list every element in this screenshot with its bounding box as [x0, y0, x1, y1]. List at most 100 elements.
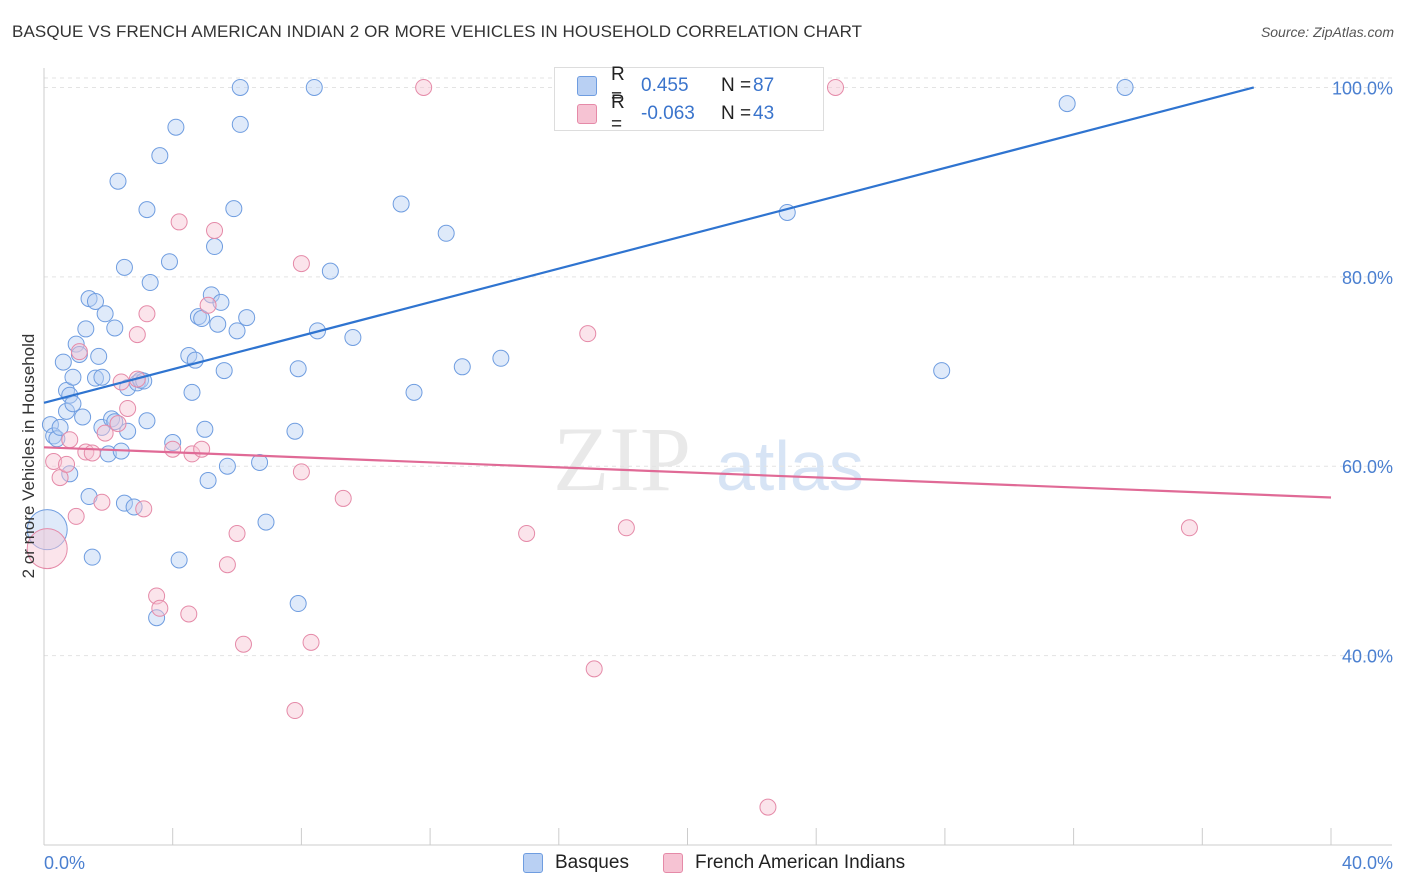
legend-n-label: N = [721, 75, 752, 96]
data-point [148, 609, 166, 627]
data-point [234, 635, 252, 653]
data-point [54, 353, 72, 371]
source-label: Source: ZipAtlas.com [1260, 24, 1394, 40]
legend-n-value: 87 [753, 75, 775, 96]
y-tick-label: 40.0% [1342, 647, 1393, 667]
data-point [67, 507, 85, 525]
data-point [492, 349, 510, 367]
data-point [128, 326, 146, 344]
watermark-zip: ZIP [553, 408, 691, 510]
legend-n-label: N = [721, 103, 752, 124]
data-point [138, 412, 156, 430]
data-point [180, 605, 198, 623]
data-point [167, 118, 185, 136]
data-point [292, 463, 310, 481]
data-point [109, 172, 127, 190]
legend-item-french-american-indians[interactable]: French American Indians [663, 852, 905, 874]
data-point [141, 274, 159, 292]
data-point [93, 493, 111, 511]
data-point [228, 322, 246, 340]
data-point [106, 413, 124, 431]
data-point [86, 369, 104, 387]
data-point [827, 78, 845, 96]
series-legend: Basques French American Indians [0, 852, 1406, 876]
data-point [115, 494, 133, 512]
data-point [64, 368, 82, 386]
trend-lines [43, 86, 1332, 499]
data-point [41, 416, 59, 434]
data-point [251, 453, 269, 471]
legend-swatch-basques [523, 853, 543, 873]
data-point [209, 315, 227, 333]
legend-label-basques: Basques [555, 852, 629, 873]
data-point [74, 408, 92, 426]
data-point [289, 595, 307, 613]
data-point [109, 415, 127, 433]
correlation-legend: R = 0.455 N = 87 R = -0.063 N = 43 [554, 64, 824, 135]
y-tick-label: 80.0% [1342, 268, 1393, 288]
data-point [106, 319, 124, 337]
data-point [183, 383, 201, 401]
legend-r-label: R = [611, 92, 625, 135]
data-point [933, 362, 951, 380]
data-point [58, 455, 76, 473]
data-point [164, 440, 182, 458]
data-point [93, 368, 111, 386]
data-point [1058, 95, 1076, 113]
axes [43, 68, 1392, 846]
data-point [193, 440, 211, 458]
data-point [199, 296, 217, 314]
x-tick-label: 0.0% [44, 853, 85, 873]
data-point [231, 115, 249, 133]
legend-swatch-basques [577, 76, 597, 96]
data-point [238, 309, 256, 327]
data-point [170, 213, 188, 231]
data-point [86, 292, 104, 310]
data-point [405, 383, 423, 401]
legend-swatch-french-american-indians [577, 104, 597, 124]
data-point [199, 471, 217, 489]
legend-row-basques: R = 0.455 N = 87 [577, 64, 775, 107]
data-point [206, 221, 224, 239]
watermark: ZIP atlas [553, 408, 864, 510]
y-tick-label: 60.0% [1342, 457, 1393, 477]
series-basques-points [26, 78, 1134, 627]
data-point [334, 489, 352, 507]
data-point [415, 78, 433, 96]
data-point [215, 362, 233, 380]
data-point [80, 488, 98, 506]
legend-swatch-french-american-indians [663, 853, 683, 873]
data-point [189, 308, 207, 326]
data-point [305, 78, 323, 96]
data-point [392, 195, 410, 213]
data-point [344, 328, 362, 346]
data-point [96, 424, 114, 442]
data-point [83, 548, 101, 566]
data-point [83, 444, 101, 462]
data-point [138, 305, 156, 323]
data-point [119, 399, 137, 417]
data-point [1180, 519, 1198, 537]
data-point [26, 509, 68, 551]
chart-title: BASQUE VS FRENCH AMERICAN INDIAN 2 OR MO… [12, 22, 863, 41]
data-point [759, 798, 777, 816]
data-point [135, 500, 153, 518]
data-point [585, 660, 603, 678]
data-point [160, 253, 178, 271]
legend-row-french-american-indians: R = -0.063 N = 43 [577, 92, 774, 135]
data-point [286, 422, 304, 440]
legend-r-value: 0.455 [641, 75, 689, 96]
legend-r-label: R = [611, 64, 625, 107]
data-point [289, 360, 307, 378]
data-point [218, 556, 236, 574]
data-point [64, 395, 82, 413]
data-point [228, 524, 246, 542]
data-point [617, 519, 635, 537]
legend-item-basques[interactable]: Basques [523, 852, 629, 874]
data-point [257, 513, 275, 531]
data-point [45, 427, 63, 445]
data-point [518, 524, 536, 542]
data-point [579, 325, 597, 343]
data-point [90, 347, 108, 365]
